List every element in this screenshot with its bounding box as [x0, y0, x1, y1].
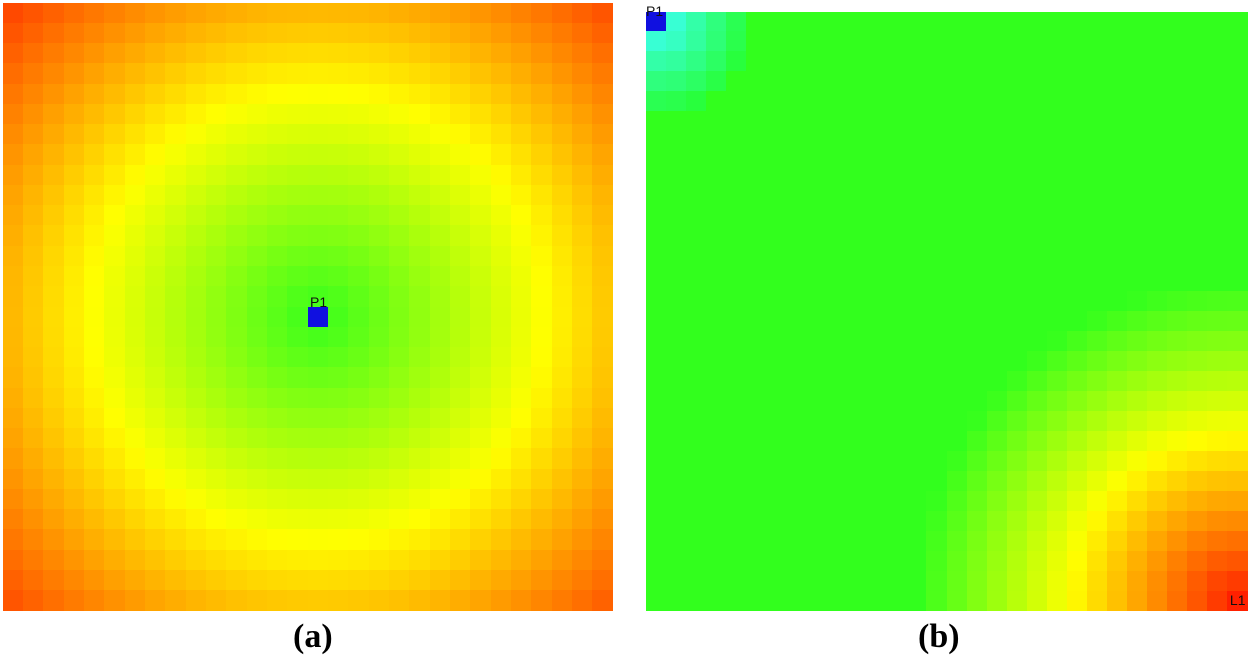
heatmap-grid-a — [3, 3, 613, 611]
heatmap-panel-a: P1 — [3, 3, 613, 611]
caption-a: (a) — [293, 618, 333, 655]
marker-label-l1: L1 — [1229, 592, 1246, 609]
marker-label-p1: P1 — [646, 3, 664, 19]
heatmap-grid-b — [646, 12, 1248, 611]
marker-label-p1: P1 — [310, 294, 328, 310]
caption-b: (b) — [918, 618, 960, 655]
heatmap-panel-b: P1 L1 — [646, 4, 1248, 611]
